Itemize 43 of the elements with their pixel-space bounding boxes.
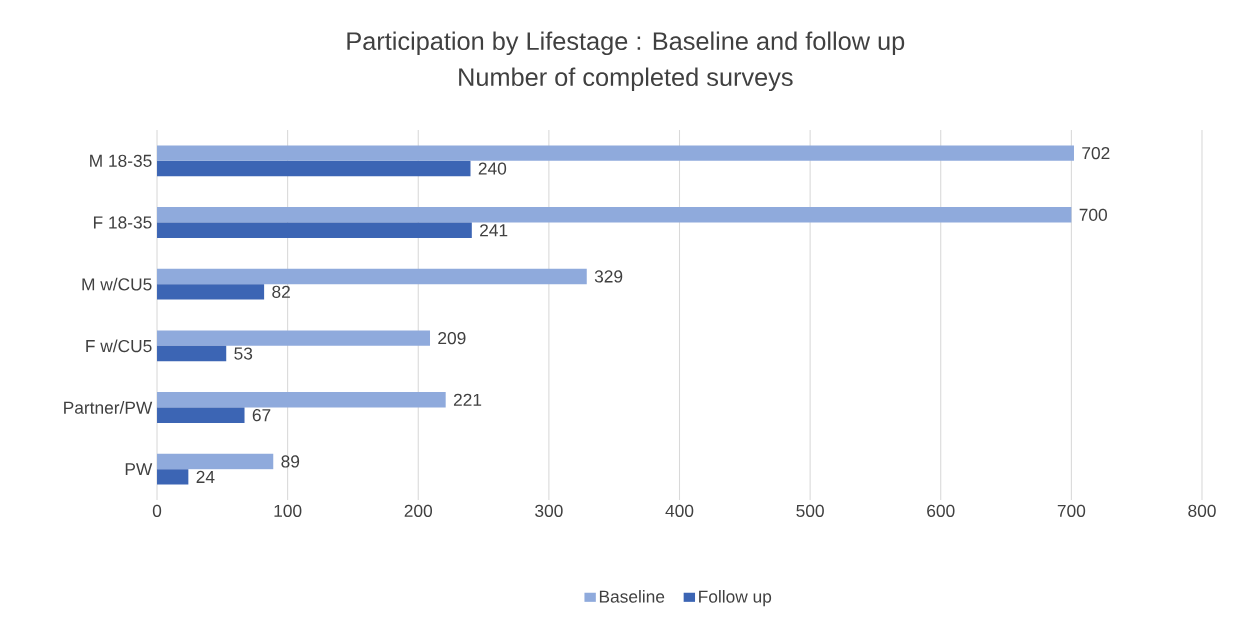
data-label: 702: [1082, 146, 1110, 160]
data-label: 700: [1079, 208, 1107, 221]
bar: [157, 268, 587, 285]
legend-label: Follow up: [699, 590, 772, 607]
data-label: 329: [594, 270, 623, 283]
x-tick-label: 500: [796, 504, 824, 517]
y-tick-label: M w/CU5: [82, 277, 152, 291]
bar: [157, 145, 1074, 161]
data-label: 241: [480, 224, 508, 237]
chart-title: Participation by Lifestage : Baseline and follow up: [347, 31, 905, 56]
data-label: 24: [196, 470, 215, 483]
chart-subtitle: Number of completed surveys: [459, 67, 793, 92]
x-tick-label: 700: [1057, 504, 1086, 517]
legend-label: Baseline: [599, 590, 665, 603]
x-tick-label: 600: [927, 504, 955, 517]
x-tick-label: 0: [152, 504, 162, 517]
x-tick-label: 800: [1188, 504, 1216, 517]
data-label: 53: [234, 347, 253, 360]
bar: [157, 392, 446, 408]
data-label: 89: [281, 455, 300, 468]
bar: [157, 160, 471, 177]
x-tick-label: 100: [274, 504, 302, 517]
x-tick-label: 200: [404, 504, 433, 517]
data-label: 82: [272, 285, 290, 298]
y-tick-label: F 18-35: [93, 216, 152, 229]
x-tick-label: 400: [665, 504, 694, 517]
bar: [157, 207, 1072, 223]
bar: [157, 407, 245, 423]
bar: [157, 330, 431, 346]
y-tick-label: Partner/PW: [64, 401, 153, 414]
x-tick-label: 300: [535, 504, 563, 517]
bar: [157, 469, 189, 485]
bar: [157, 453, 274, 470]
y-tick-label: F w/CU5: [86, 339, 152, 353]
data-label: 209: [438, 331, 466, 345]
bar: [157, 345, 227, 362]
data-label: 67: [252, 409, 271, 422]
y-tick-label: PW: [125, 463, 153, 476]
data-label: 240: [478, 162, 507, 175]
data-label: 221: [453, 393, 482, 406]
bar: [157, 284, 265, 300]
bar: [157, 222, 472, 238]
y-tick-label: M 18-35: [90, 154, 152, 167]
